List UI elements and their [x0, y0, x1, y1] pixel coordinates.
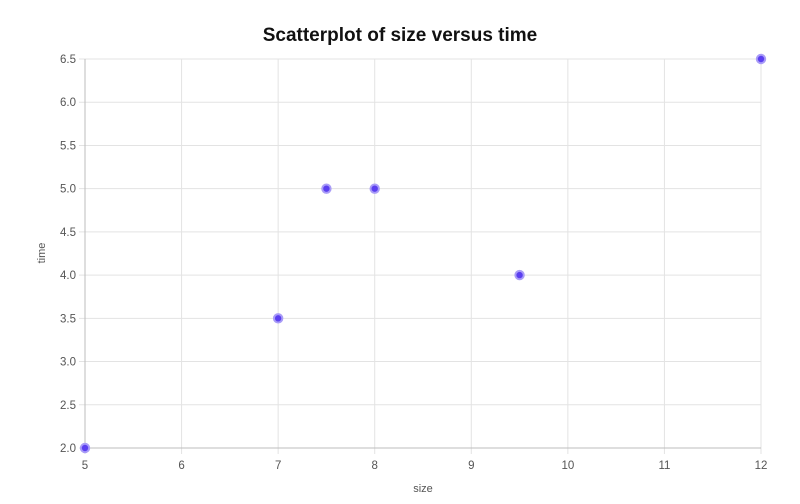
x-tick-label: 9 [468, 460, 474, 472]
y-gridlines [79, 58, 761, 449]
x-tick-label: 12 [755, 460, 768, 472]
y-tick-labels: 2.0 2.5 3.0 3.5 4.0 4.5 5.0 5.5 6.0 6.5 [60, 54, 76, 455]
y-tick-label: 6.0 [60, 97, 76, 109]
x-tick-labels: 5 6 7 8 9 10 11 12 [82, 460, 768, 472]
y-tick-label: 3.5 [60, 313, 76, 325]
scatter-point [321, 183, 332, 194]
y-tick-label: 6.5 [60, 54, 76, 66]
y-tick-label: 5.5 [60, 140, 76, 152]
y-tick-label: 3.0 [60, 357, 76, 369]
scatter-point [369, 183, 380, 194]
x-tick-label: 8 [372, 460, 378, 472]
x-tick-label: 11 [658, 460, 670, 472]
x-gridlines [84, 59, 762, 454]
chart-title: Scatterplot of size versus time [263, 25, 538, 46]
x-tick-label: 10 [561, 460, 574, 472]
y-tick-label: 5.0 [60, 184, 76, 196]
x-tick-label: 5 [82, 460, 88, 472]
y-tick-label: 2.0 [60, 443, 76, 455]
y-tick-label: 4.5 [60, 227, 76, 239]
scatter-point [514, 269, 525, 281]
scatter-point [79, 442, 91, 454]
y-axis-label: time [36, 243, 48, 264]
y-tick-label: 4.0 [60, 270, 76, 282]
x-tick-label: 7 [275, 460, 281, 472]
scatter-point [272, 313, 284, 324]
y-tick-label: 2.5 [60, 400, 76, 412]
x-tick-label: 6 [178, 460, 184, 472]
x-axis-label: size [413, 483, 433, 495]
scatter-point [755, 53, 767, 65]
data-points [79, 53, 767, 454]
